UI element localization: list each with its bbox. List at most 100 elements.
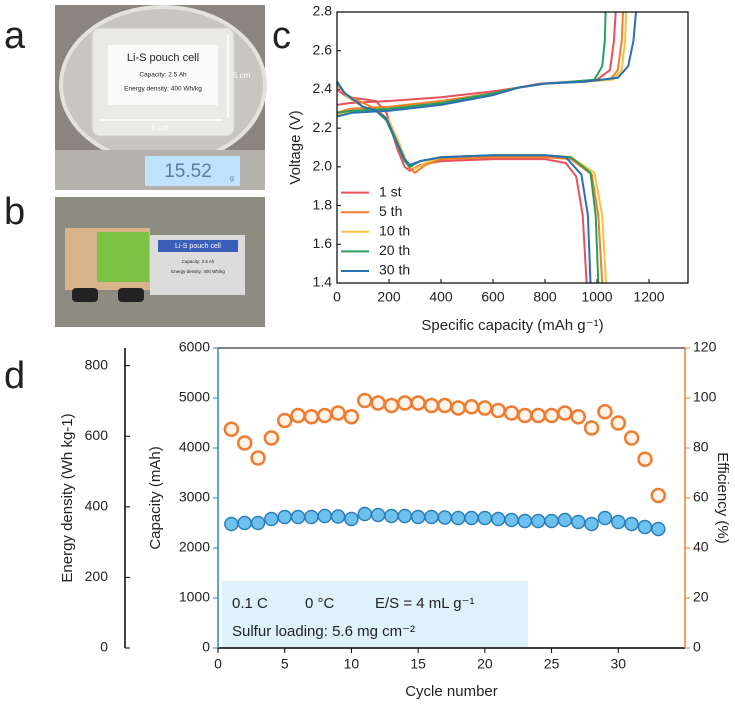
data-point <box>357 506 373 522</box>
annotation: E/S = 4 mL g⁻¹ <box>375 595 475 612</box>
data-point <box>557 512 573 528</box>
data-point <box>610 415 627 431</box>
y-tick-label: 2.0 <box>313 158 333 174</box>
data-point <box>463 399 480 415</box>
data-point <box>624 516 639 532</box>
data-point <box>517 407 533 424</box>
data-point <box>304 509 319 525</box>
y2-tick-label: 120 <box>693 339 717 355</box>
data-point <box>317 508 332 524</box>
cell-title: Li-S pouch cell <box>127 52 199 64</box>
y-tick-label: 2.2 <box>313 119 333 135</box>
x-tick-label: 200 <box>377 289 401 305</box>
data-point <box>450 510 466 526</box>
cell-label <box>108 45 218 105</box>
x-tick-label: 0 <box>333 289 341 305</box>
panel-label: b <box>4 191 25 233</box>
y2-tick-label: 100 <box>693 389 717 405</box>
data-point <box>250 515 266 531</box>
y2-tick-label: 40 <box>693 539 709 555</box>
wheel <box>72 288 98 302</box>
x-tick-label: 5 <box>281 656 289 672</box>
data-point <box>477 510 493 526</box>
legend-label: 1 st <box>379 183 402 199</box>
data-point <box>410 509 426 525</box>
circuit-board <box>97 232 149 282</box>
annotation: Sulfur loading: 5.6 mg cm⁻² <box>232 623 415 640</box>
data-point <box>330 405 346 421</box>
y2-tick-label: 80 <box>693 439 709 455</box>
data-point <box>397 508 413 524</box>
data-point <box>504 512 519 528</box>
data-point <box>477 400 493 416</box>
x-axis-label: Specific capacity (mAh g⁻¹) <box>421 317 603 334</box>
height-label: 5 cm <box>233 71 251 80</box>
data-point <box>503 405 520 421</box>
y3-tick-label: 600 <box>85 427 109 443</box>
data-point <box>224 516 239 532</box>
y2-tick-label: 20 <box>693 589 709 605</box>
annotation: 0.1 C <box>232 595 268 612</box>
y-axis-label: Capacity (mAh) <box>147 446 164 549</box>
annotation: 0 °C <box>305 595 335 612</box>
data-point <box>464 510 479 526</box>
data-point <box>223 421 240 437</box>
data-point <box>530 513 546 529</box>
data-point <box>583 420 600 436</box>
panel-label: d <box>4 355 25 397</box>
x-tick-label: 30 <box>610 656 626 672</box>
data-point <box>357 392 373 409</box>
data-point <box>397 395 413 411</box>
wheel <box>118 288 144 302</box>
legend-label: 5 th <box>379 203 402 219</box>
data-point <box>637 451 653 467</box>
data-point <box>264 511 279 527</box>
cell-title: Li-S pouch cell <box>175 243 221 250</box>
data-point <box>303 409 320 425</box>
x-tick-label: 15 <box>410 656 426 672</box>
y3-tick-label: 0 <box>100 639 108 655</box>
y-tick-label: 2000 <box>179 539 210 555</box>
data-point <box>263 430 280 446</box>
plot-frame <box>336 11 689 284</box>
y-tick-label: 5000 <box>179 389 210 405</box>
y3-axis-label: Energy density (Wh kg-1) <box>59 413 76 582</box>
data-point <box>597 404 613 420</box>
data-point <box>490 402 506 419</box>
data-point <box>571 514 586 530</box>
scale-display <box>145 156 240 186</box>
data-point <box>530 407 546 424</box>
data-point <box>437 397 453 414</box>
y-tick-label: 6000 <box>179 339 210 355</box>
x-tick-label: 1200 <box>633 289 664 305</box>
data-point <box>343 409 360 425</box>
y3-tick-label: 200 <box>85 568 109 584</box>
data-point <box>651 521 666 537</box>
panel-label: a <box>4 15 26 57</box>
data-point <box>611 514 626 530</box>
voltage-curve <box>336 11 637 284</box>
data-point <box>344 511 359 527</box>
data-point <box>544 513 559 529</box>
data-point <box>450 400 466 416</box>
data-point <box>637 519 653 535</box>
photo-b: b Li-S pouch cell Capacity: 2.5 Ah Energ… <box>4 191 265 327</box>
x-tick-label: 10 <box>344 656 360 672</box>
cell-header <box>158 240 238 252</box>
x-tick-label: 25 <box>544 656 560 672</box>
data-point <box>543 407 560 424</box>
data-point <box>250 450 266 466</box>
voltage-curve <box>336 11 607 284</box>
data-point <box>557 405 573 421</box>
x-tick-label: 20 <box>477 656 493 672</box>
data-point <box>276 412 293 429</box>
x-tick-label: 1000 <box>581 289 612 305</box>
data-point <box>623 430 640 446</box>
data-point <box>370 507 386 523</box>
y-tick-label: 2.8 <box>313 3 333 19</box>
y-tick-label: 1.6 <box>313 235 333 251</box>
data-point <box>650 487 667 504</box>
photo-a: a Li-S pouch cell Capacity: 2.5 Ah Energ… <box>4 5 267 190</box>
data-point <box>237 515 252 531</box>
